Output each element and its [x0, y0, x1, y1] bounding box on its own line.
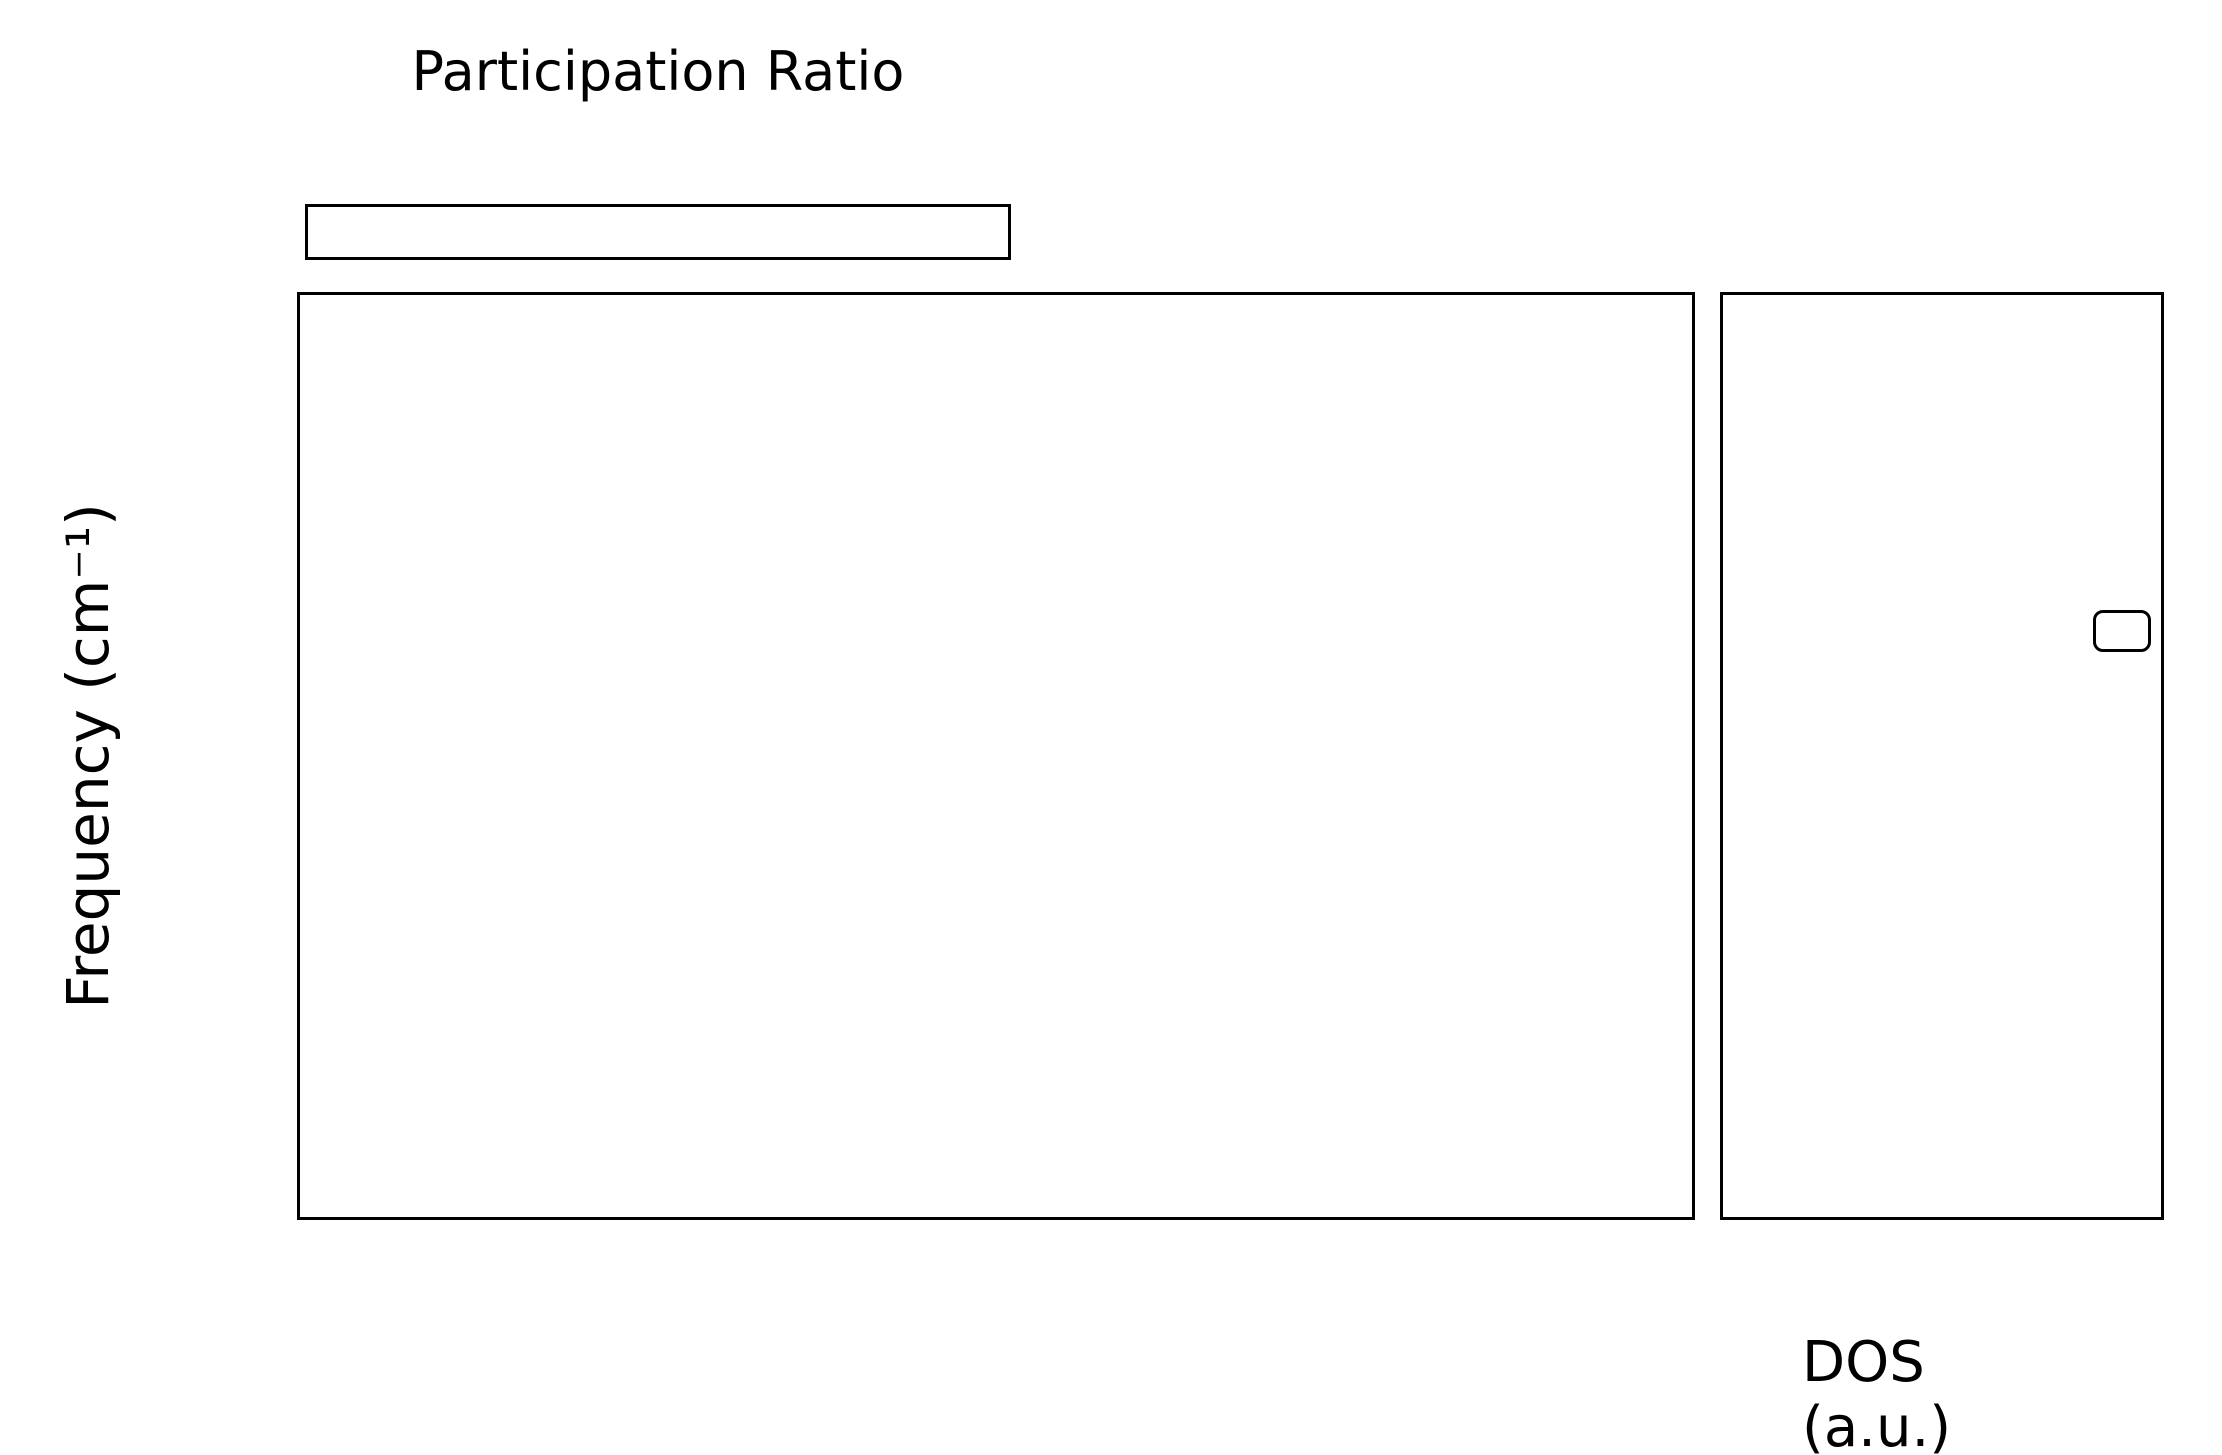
dos-legend: [2093, 610, 2151, 652]
colorbar: [305, 204, 1011, 260]
band-structure-panel: [297, 292, 1695, 1220]
colorbar-tick-labels: [305, 116, 1011, 180]
dos-x-axis-label: DOS (a.u.): [1802, 1330, 1952, 1455]
dos-canvas: [1723, 295, 2161, 1217]
y-axis-label: Frequency (cm⁻¹): [54, 503, 122, 1009]
colorbar-title: Participation Ratio: [411, 40, 905, 103]
dos-panel: [1720, 292, 2164, 1220]
band-structure-canvas: [300, 295, 1692, 1217]
